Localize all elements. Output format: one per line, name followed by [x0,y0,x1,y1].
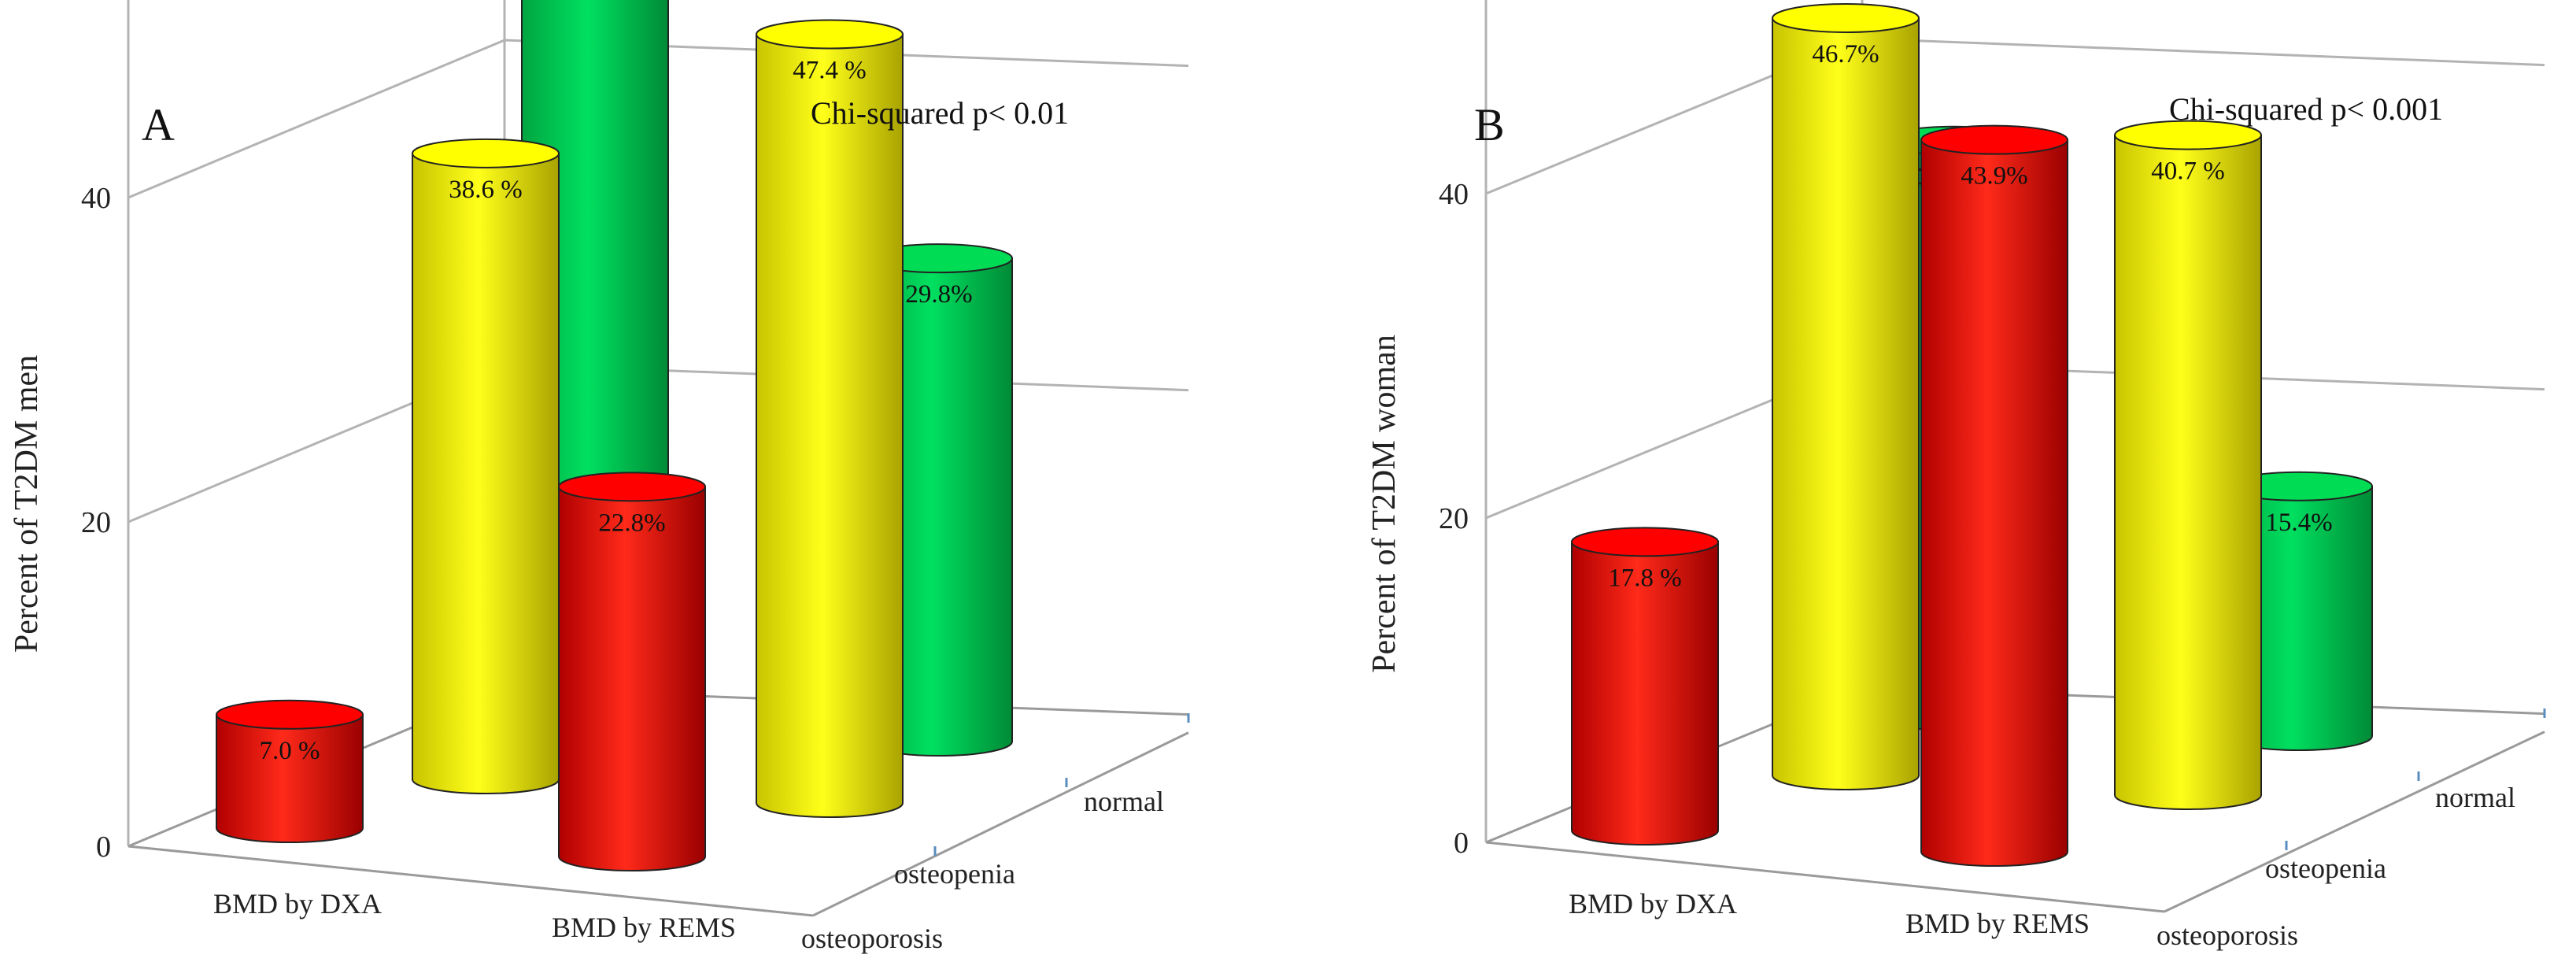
bar-body [1571,541,1719,845]
bar-body [558,486,706,871]
depth-axis-line [812,731,1189,917]
bar-osteopenia-rems: 47.4 % [756,19,904,818]
floor-front-edge [1485,841,2165,913]
bar-body [216,713,364,843]
bar-osteopenia-rems: 40.7 % [2114,120,2262,810]
panel-label: B [1474,99,1505,150]
category-label-rems: BMD by REMS [1905,908,2090,939]
floor-front-edge [128,845,814,917]
bar-top [412,138,560,168]
bar-osteopenia-dxa: 46.7% [1772,2,1920,790]
data-label: 17.8 % [1608,564,1682,592]
data-label: 46.7% [1812,40,1879,68]
bar-body [1920,139,2068,867]
category-label-dxa: BMD by DXA [213,888,382,919]
y-tick-label: 20 [81,506,111,539]
category-label-rems: BMD by REMS [552,912,736,943]
bar-top [2114,120,2262,150]
bar-normal-rems: 15.4% [2225,471,2373,751]
depth-axis-line [2164,731,2545,913]
data-label: 38.6 % [449,176,523,204]
bar-osteoporosis-rems: 22.8% [558,472,706,871]
y-tick-label: 20 [1439,502,1469,535]
bar-top [216,699,364,730]
y-tick-label: 40 [81,182,111,215]
y-tick-label: 0 [96,831,111,864]
y-axis-label: Percent of T2DM woman [1366,335,1403,673]
bar-top [558,472,706,502]
data-label: 15.4% [2265,509,2332,537]
bar-top [1772,2,1920,33]
bar-osteopenia-dxa: 38.6 % [412,138,560,794]
bar-top [756,19,904,50]
depth-label-osteopenia: osteopenia [894,858,1015,890]
data-label: 29.8% [905,280,972,309]
depth-label-normal: normal [1084,786,1164,817]
panel-a: 020406080 54.4 %29.8%38.6 %47.4 %7.0 %22… [9,0,1190,954]
y-axis-label: Percent of T2DM men [9,355,45,653]
bar-body [412,152,560,794]
bar-osteoporosis-rems: 43.9% [1920,124,2068,867]
depth-label-osteopenia: osteopenia [2265,853,2386,884]
y-tick-label: 40 [1439,178,1469,211]
data-label: 22.8% [598,509,665,537]
depth-label-osteoporosis: osteoporosis [2157,919,2298,951]
bar-top [1571,527,1719,557]
data-label: 7.0 % [260,737,320,765]
y-tick-label: 0 [1454,827,1469,860]
panel-b: 020406080 35.5 %15.4%46.7%40.7 %17.8 %43… [1366,0,2546,951]
category-label-dxa: BMD by DXA [1569,888,1737,919]
bar-body [756,33,904,818]
depth-label-normal: normal [2435,782,2515,813]
bar-body [2114,134,2262,810]
data-label: 47.4 % [793,57,867,85]
bar-top [1920,124,2068,155]
bar-osteoporosis-dxa: 7.0 % [216,699,364,843]
data-label: 43.9% [1961,162,2027,191]
chi-squared-annotation: Chi-squared p< 0.001 [2169,91,2443,127]
chi-squared-annotation: Chi-squared p< 0.01 [811,95,1069,131]
bar-body [1772,17,1920,790]
bar-osteoporosis-dxa: 17.8 % [1571,527,1719,845]
panel-label: A [142,99,175,150]
depth-label-osteoporosis: osteoporosis [801,923,943,954]
data-label: 40.7 % [2151,157,2225,186]
